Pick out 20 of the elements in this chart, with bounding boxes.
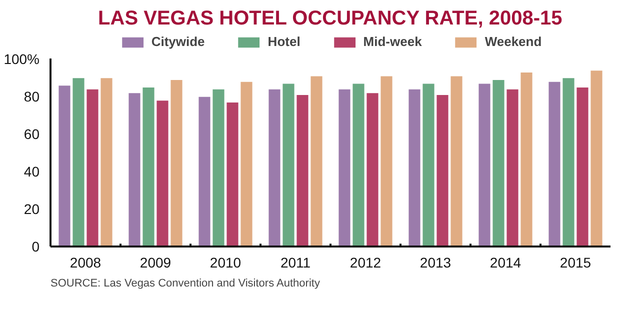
x-tick-label: 2015 — [560, 254, 592, 270]
x-tick-label: 2009 — [140, 254, 172, 270]
x-tick-label: 2012 — [350, 254, 382, 270]
legend-label: Citywide — [151, 34, 205, 49]
y-tick-label: 40 — [24, 163, 40, 180]
source-note: SOURCE: Las Vegas Convention and Visitors Authority — [50, 278, 320, 290]
y-tick-label: 0 — [32, 238, 40, 254]
chart-title: LAS VEGAS HOTEL OCCUPANCY RATE, 2008-15 — [98, 8, 562, 30]
y-tick-label: 20 — [24, 200, 40, 217]
x-tick-label: 2010 — [210, 254, 242, 270]
legend-label: Hotel — [268, 34, 300, 49]
x-tick-label: 2014 — [490, 254, 522, 270]
x-tick-label: 2011 — [280, 254, 311, 270]
y-tick-label: 100% — [4, 50, 40, 67]
y-tick-label: 80 — [24, 88, 40, 104]
legend-label: Weekend — [484, 34, 542, 49]
x-tick-label: 2013 — [420, 254, 452, 270]
legend-label: Mid-week — [363, 34, 422, 49]
x-tick-label: 2008 — [70, 254, 102, 270]
y-tick-label: 60 — [24, 126, 40, 142]
